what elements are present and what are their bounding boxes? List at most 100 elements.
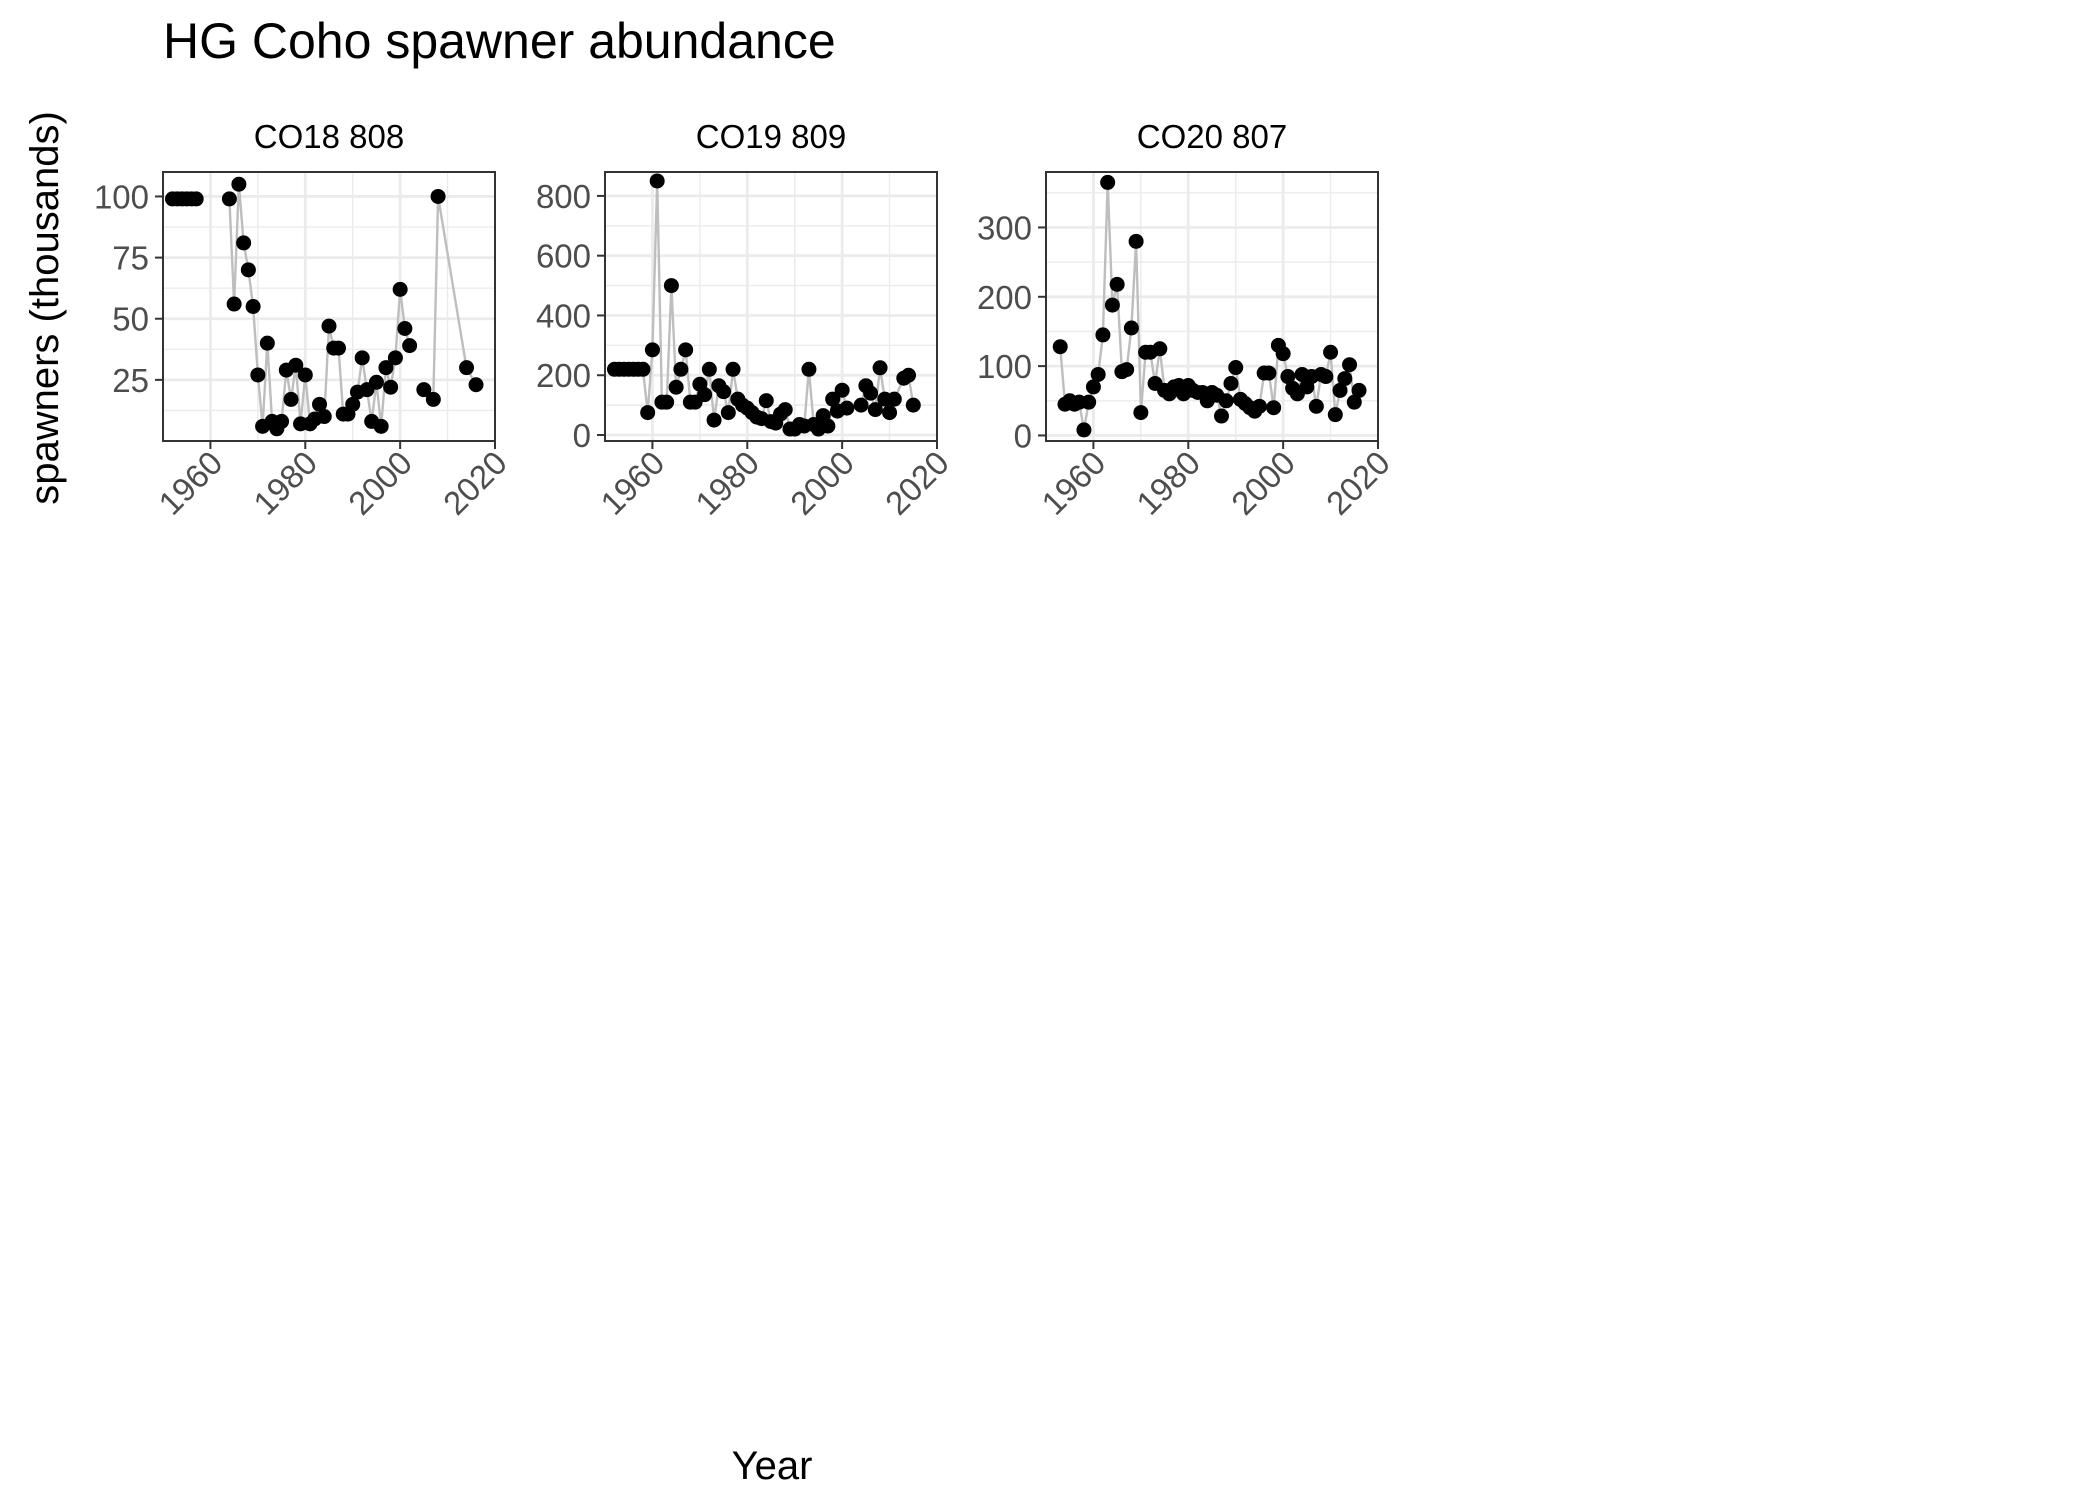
data-point [905,397,921,413]
data-point [1323,344,1339,360]
data-point [397,321,413,337]
data-point [872,360,888,376]
data-point [1052,339,1068,355]
data-point [316,409,332,425]
x-tick-label: 1960 [151,444,229,522]
data-point [701,361,717,377]
data-point [345,396,361,412]
x-tick-label: 2020 [878,444,956,522]
data-point [839,400,855,416]
data-point [697,387,713,403]
data-point [383,379,399,395]
data-point [368,374,384,390]
data-point [1308,398,1324,414]
y-tick-label: 100 [977,348,1032,385]
x-tick-label: 2020 [1319,444,1397,522]
data-point [649,173,665,189]
data-point [226,296,242,312]
data-point [640,405,656,421]
panel-border [162,171,496,442]
chart-title: HG Coho spawner abundance [163,13,836,69]
x-tick-label: 2000 [1224,444,1302,522]
data-point [1076,422,1092,438]
data-point [644,342,660,358]
data-point [378,360,394,376]
data-point [425,391,441,407]
data-point [725,361,741,377]
data-point [259,335,275,351]
data-point [1152,341,1168,357]
x-tick-label: 2000 [341,444,419,522]
panel-border [604,171,938,442]
data-point [240,262,256,278]
y-tick-label: 400 [536,297,591,334]
panel-title: CO20 807 [1137,118,1287,155]
panel-title: CO19 809 [696,118,846,155]
data-point [459,360,475,376]
data-point [663,278,679,294]
panel-title: CO18 808 [254,118,404,155]
data-point [1318,369,1334,385]
data-point [1128,233,1144,249]
y-tick-label: 200 [977,279,1032,316]
data-point [834,382,850,398]
data-point [288,357,304,373]
y-tick-label: 200 [536,357,591,394]
data-point [392,281,408,297]
data-point [387,350,403,366]
data-point [886,391,902,407]
y-tick-label: 0 [573,417,591,454]
data-point [188,191,204,207]
data-point [1275,346,1291,362]
x-axis-label: Year [732,1444,813,1488]
y-tick-label: 75 [112,240,149,277]
x-tick-label: 1960 [1034,444,1112,522]
data-point [777,402,793,418]
panel-border [1045,171,1379,442]
y-axis-label: spawners (thousands) [23,111,67,505]
y-tick-label: 25 [112,362,149,399]
data-point [825,391,841,407]
data-point [1346,394,1362,410]
data-point [1251,398,1267,414]
data-point [373,418,389,434]
panel-co18-808: CO18 808 25 50 75 100 1960 1980 2000 2020 [94,118,514,522]
data-point [716,384,732,400]
data-point [274,413,290,429]
data-point [863,385,879,401]
data-point [882,405,898,421]
data-point [1223,375,1239,391]
data-point [758,393,774,409]
data-point [1351,382,1367,398]
data-point [250,367,266,383]
data-point [1095,327,1111,343]
data-point [635,361,651,377]
data-point [231,176,247,192]
data-point [659,394,675,410]
y-tick-label: 600 [536,238,591,275]
y-tick-label: 0 [1014,417,1032,454]
data-point [1213,408,1229,424]
data-point [283,391,299,407]
data-point [1228,360,1244,376]
y-tick-label: 100 [94,178,149,215]
data-point [1266,400,1282,416]
data-point [1133,405,1149,421]
x-tick-label: 2000 [783,444,861,522]
panel-co20-807: CO20 807 0 100 200 300 1960 1980 2000 2020 [977,118,1397,522]
data-point [1342,357,1358,373]
data-point [1280,369,1296,385]
data-point [354,350,370,366]
data-point [867,402,883,418]
data-point [321,318,337,334]
data-point [673,361,689,377]
data-point [1332,382,1348,398]
data-point [720,405,736,421]
data-point [468,377,484,393]
data-point [1090,366,1106,382]
data-point [1100,174,1116,190]
data-point [820,418,836,434]
data-point [1261,365,1277,381]
data-point [297,367,313,383]
data-point [801,361,817,377]
